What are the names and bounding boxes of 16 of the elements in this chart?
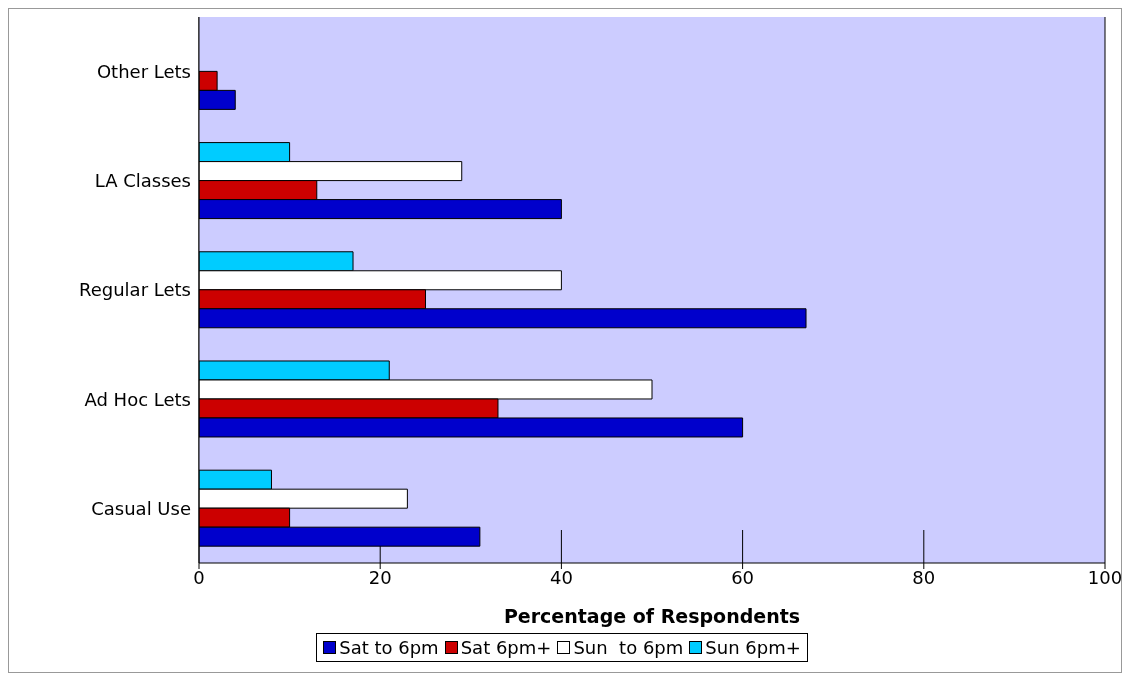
x-tick-label: 80: [912, 566, 936, 588]
legend-label: Sun 6pm+: [704, 637, 801, 658]
x-tick-label: 0: [193, 566, 205, 588]
x-tick-label: 20: [368, 566, 392, 588]
y-tick-label: LA Classes: [94, 170, 191, 192]
x-tick-label: 40: [549, 566, 573, 588]
legend-label: Sat to 6pm: [338, 637, 439, 658]
x-tick-label: 60: [731, 566, 755, 588]
y-tick-label: Ad Hoc Lets: [84, 388, 191, 410]
x-axis-title: Percentage of Respondents: [503, 605, 801, 627]
y-tick-label: Regular Lets: [79, 279, 191, 301]
legend-label: Sat 6pm+: [459, 637, 552, 658]
x-tick-label: 100: [1087, 566, 1123, 588]
y-tick-label: Casual Use: [91, 497, 191, 519]
y-tick-label: Other Lets: [96, 60, 191, 82]
legend-label: Sun to 6pm: [572, 637, 684, 658]
